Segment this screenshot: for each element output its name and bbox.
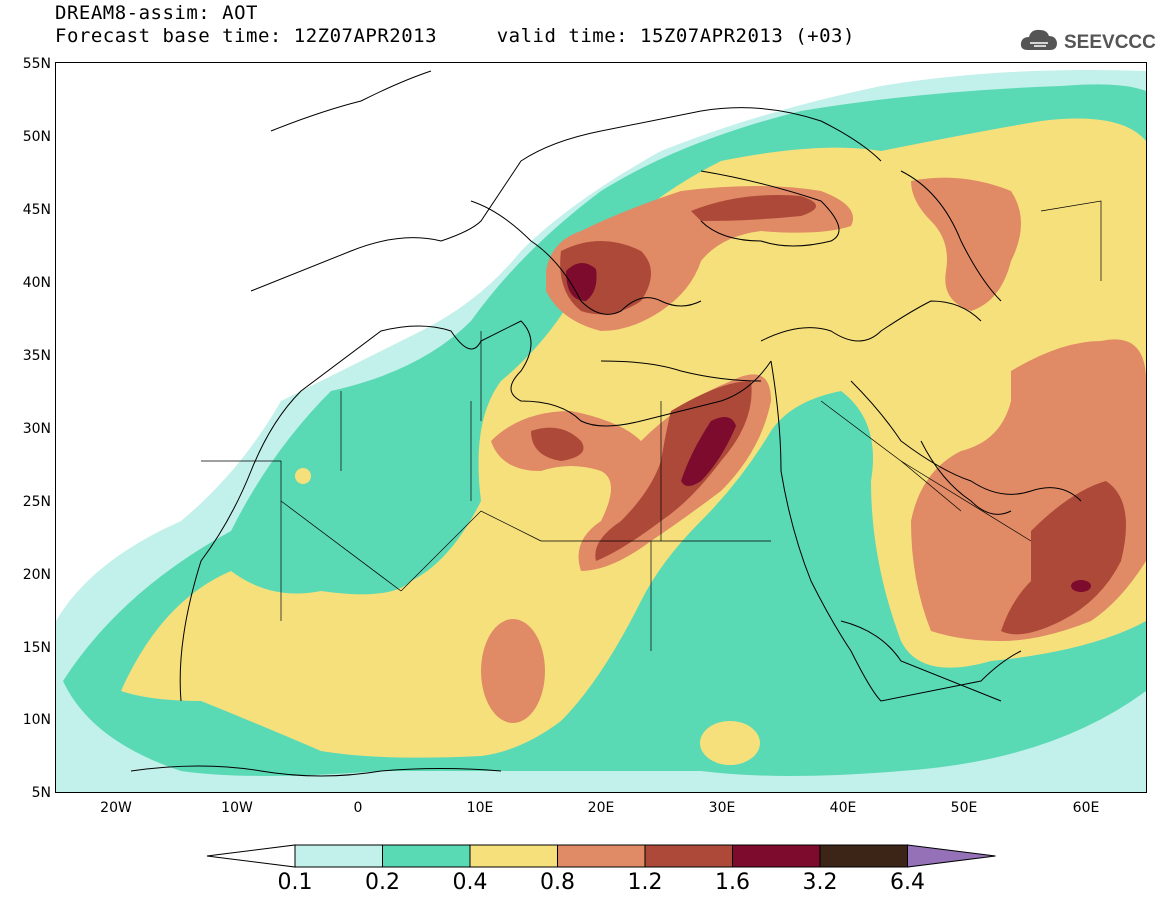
aot-spot [700, 721, 760, 765]
colorbar-label: 6.4 [890, 870, 925, 895]
colorbar-segment [819, 844, 908, 868]
colorbar-label: 3.2 [802, 870, 838, 895]
coastlines [130, 70, 1082, 777]
lat-label: 45N [22, 202, 51, 218]
lon-label: 20W [100, 800, 132, 816]
aot-map [56, 70, 1146, 792]
colorbar-label: 1.2 [627, 870, 663, 895]
lon-label: 0 [353, 800, 363, 816]
aot-band-0.8 [911, 177, 1021, 311]
country-borders [201, 200, 1102, 651]
aot-band-1.6 [681, 417, 736, 486]
colorbar-segment [294, 844, 383, 868]
lat-label: 50N [22, 129, 51, 145]
colorbar-segment [907, 844, 996, 868]
aot-spot [1071, 580, 1091, 592]
colorbar-segment [469, 844, 558, 868]
lon-label: 40E [829, 800, 857, 816]
lat-label: 5N [31, 785, 51, 801]
colorbar-segment [382, 844, 471, 868]
colorbar-segment [206, 844, 296, 868]
seevccc-logo: SEEVCCC [1018, 22, 1158, 56]
aot-band-1.2 [691, 195, 816, 221]
lon-label: 30E [708, 800, 736, 816]
aot-band-1.6 [566, 262, 597, 301]
lat-label: 25N [22, 494, 51, 510]
cloud-icon: SEEVCCC [1020, 29, 1156, 53]
aot-spot [481, 619, 545, 723]
lat-label: 20N [22, 567, 51, 583]
colorbar [206, 844, 996, 868]
lon-label: 10E [466, 800, 494, 816]
colorbar-label: 0.8 [540, 870, 575, 895]
lon-label: 20E [587, 800, 615, 816]
colorbar-label: 1.6 [715, 870, 750, 895]
lat-label: 30N [22, 421, 51, 437]
colorbar-label: 0.4 [452, 870, 488, 895]
logo-text: SEEVCCC [1064, 32, 1156, 53]
lon-label: 10W [221, 800, 253, 816]
chart-subtitle: Forecast base time: 12Z07APR2013 valid t… [55, 25, 855, 47]
colorbar-segment [557, 844, 646, 868]
lat-label: 10N [22, 712, 51, 728]
colorbar-segment [732, 844, 821, 868]
colorbar-label: 0.1 [277, 870, 313, 895]
colorbar-label: 0.2 [365, 870, 400, 895]
aot-band-1.2 [1001, 481, 1126, 635]
aot-spot [295, 468, 311, 484]
lon-label: 60E [1072, 800, 1100, 816]
map-panel [55, 62, 1147, 793]
aot-band-1.2 [531, 427, 584, 461]
lat-label: 55N [22, 56, 51, 72]
aot-contours [56, 70, 1146, 792]
chart-title: DREAM8-assim: AOT [55, 2, 258, 24]
lat-label: 40N [22, 275, 51, 291]
lat-label: 35N [22, 348, 51, 364]
lon-label: 50E [950, 800, 978, 816]
colorbar-segment [644, 844, 733, 868]
lat-label: 15N [22, 640, 51, 656]
